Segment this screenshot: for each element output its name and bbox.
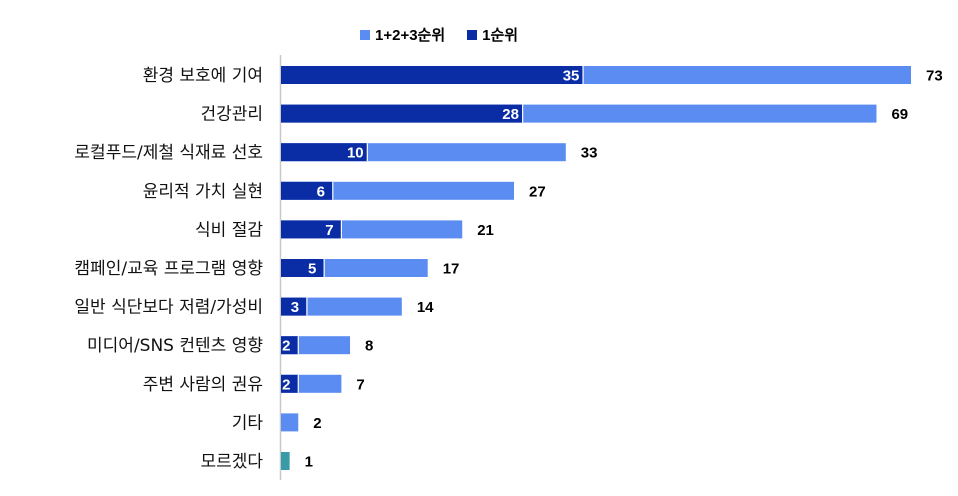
- value-label-first: 3: [291, 299, 299, 316]
- legend-item-first: 1순위: [467, 24, 518, 45]
- bar-total: [281, 181, 515, 200]
- legend: 1+2+3순위 1순위: [360, 24, 518, 45]
- value-label-total: 2: [313, 415, 321, 432]
- value-label-first: 5: [308, 261, 316, 278]
- legend-label-total: 1+2+3순위: [375, 27, 446, 44]
- bar-first: [281, 181, 333, 200]
- value-label-total: 69: [891, 106, 908, 123]
- value-label-total: 73: [926, 68, 943, 85]
- value-label-total: 14: [417, 299, 434, 316]
- category-label: 윤리적 가치 실현: [143, 182, 263, 202]
- value-label-total: 17: [443, 261, 460, 278]
- value-label-total: 7: [356, 376, 364, 393]
- value-label-first: 28: [502, 106, 519, 123]
- value-label-first: 6: [317, 183, 325, 200]
- bar-first: [281, 259, 325, 277]
- value-label-total: 33: [581, 145, 598, 162]
- category-label: 모르겠다: [200, 452, 263, 472]
- bar-first: [281, 66, 584, 84]
- bar-first: [281, 374, 299, 393]
- value-label-total: 27: [529, 183, 546, 200]
- category-label: 식비 절감: [195, 220, 263, 240]
- category-label: 환경 보호에 기여: [143, 66, 263, 86]
- bar-first: [281, 220, 342, 239]
- category-label: 기타: [232, 413, 264, 433]
- value-label-first: 2: [282, 376, 290, 393]
- category-label: 건강관리: [200, 105, 263, 125]
- category-label: 캠페인/교육 프로그램 영향: [74, 259, 263, 279]
- legend-item-total: 1+2+3순위: [360, 24, 445, 45]
- category-label: 미디어/SNS 컨텐츠 영향: [87, 336, 263, 356]
- bar-total: [281, 297, 402, 316]
- bar-first: [281, 104, 523, 123]
- bar-total: [281, 452, 290, 470]
- legend-swatch-first: [467, 29, 478, 40]
- value-label-total: 8: [365, 338, 373, 355]
- bar-first: [281, 336, 299, 355]
- category-label: 주변 사람의 권유: [143, 375, 263, 395]
- value-label-first: 10: [347, 145, 364, 162]
- category-label: 로컬푸드/제철 식재료 선호: [74, 143, 263, 163]
- value-label-total: 21: [477, 222, 494, 239]
- category-label: 일반 식단보다 저렴/가성비: [74, 298, 263, 318]
- value-label-total: 1: [305, 454, 313, 471]
- legend-label-first: 1순위: [482, 27, 519, 44]
- bar-first: [281, 297, 307, 316]
- value-label-first: 7: [325, 222, 333, 239]
- bar-first: [281, 143, 368, 162]
- legend-swatch-total: [360, 29, 370, 40]
- bar-total: [281, 413, 299, 432]
- value-label-first: 2: [282, 338, 290, 355]
- value-label-first: 35: [563, 68, 580, 85]
